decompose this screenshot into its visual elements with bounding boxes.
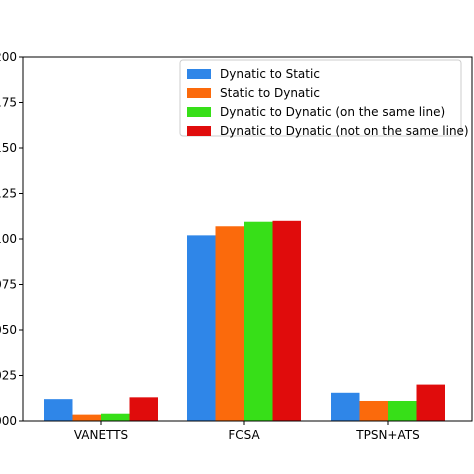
legend-box bbox=[179, 59, 462, 137]
y-axis-ticks: .000 .025 .050 .075 .100 .125 .150 .175 .200 bbox=[0, 50, 23, 428]
legend-swatch bbox=[187, 88, 211, 98]
bar-vanetts-series-1 bbox=[44, 399, 73, 421]
bar-fcsa-series-2 bbox=[215, 226, 244, 421]
legend-label: Dynatic to Dynatic (on the same line) bbox=[220, 105, 445, 119]
y-tick-label: .075 bbox=[0, 278, 17, 292]
y-tick-label: .150 bbox=[0, 141, 17, 155]
y-tick-label: .175 bbox=[0, 96, 17, 110]
y-tick-label: .000 bbox=[0, 414, 17, 428]
legend-swatch bbox=[187, 126, 211, 136]
y-tick-label: .100 bbox=[0, 232, 17, 246]
legend-label: Dynatic to Static bbox=[220, 67, 320, 81]
y-tick-label: .200 bbox=[0, 50, 17, 64]
bar-fcsa-series-3 bbox=[244, 221, 273, 421]
legend-label: Dynatic to Dynatic (not on the same line… bbox=[220, 124, 469, 138]
x-tick-label: VANETTS bbox=[74, 428, 128, 442]
legend: Dynatic to Static Static to Dynatic Dynati… bbox=[179, 59, 469, 138]
bar-tpsn-ats-series-2 bbox=[359, 400, 388, 421]
legend-swatch bbox=[187, 69, 211, 79]
bar-vanetts-series-3 bbox=[101, 413, 130, 421]
bar-fcsa-series-1 bbox=[187, 235, 216, 421]
x-tick-label: FCSA bbox=[228, 428, 260, 442]
bar-vanetts-series-4 bbox=[129, 397, 158, 421]
bar-tpsn-ats-series-1 bbox=[331, 392, 360, 421]
bar-tpsn-ats-series-4 bbox=[416, 384, 445, 421]
plot-frame bbox=[22, 56, 473, 422]
legend-label: Static to Dynatic bbox=[220, 86, 320, 100]
x-tick-label: TPSN+ATS bbox=[355, 428, 419, 442]
x-axis-ticks: VANETTS FCSA TPSN+ATS bbox=[74, 421, 420, 442]
y-tick-label: .025 bbox=[0, 369, 17, 383]
bar-tpsn-ats-series-3 bbox=[388, 400, 417, 421]
y-tick-label: .125 bbox=[0, 187, 17, 201]
y-tick-label: .050 bbox=[0, 323, 17, 337]
legend-swatch bbox=[187, 107, 211, 117]
bars-group bbox=[44, 220, 445, 421]
bar-fcsa-series-4 bbox=[272, 220, 301, 421]
bar-vanetts-series-2 bbox=[72, 414, 101, 421]
